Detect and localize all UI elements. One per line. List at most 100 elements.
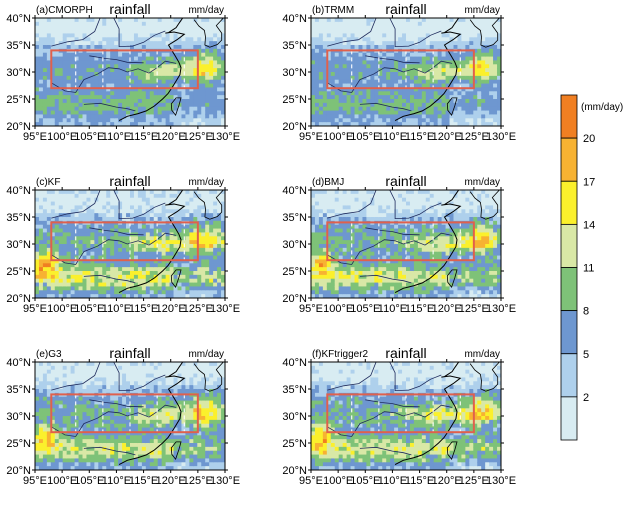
province-border: [89, 399, 144, 408]
y-tick-label: 30°N: [6, 239, 31, 251]
x-tick-label: 130°E: [210, 131, 240, 143]
yellow-river: [51, 362, 166, 392]
panel-units: mm/day: [464, 5, 500, 16]
x-tick-label: 125°E: [459, 475, 489, 487]
x-tick-label: 110°E: [378, 131, 407, 143]
y-tick-label: 20°N: [282, 293, 307, 305]
colorbar-tick-label: 5: [583, 349, 589, 361]
y-tick-label: 30°N: [282, 239, 307, 251]
y-tick-label: 25°N: [282, 266, 307, 278]
y-tick-label: 25°N: [282, 438, 307, 450]
colorbar-swatch: [560, 223, 578, 268]
y-tick-label: 40°N: [282, 13, 307, 25]
panel-units: mm/day: [188, 177, 224, 188]
x-tick-label: 125°E: [459, 131, 489, 143]
coastline: [394, 190, 462, 294]
x-tick-label: 115°E: [405, 303, 434, 315]
y-tick-label: 20°N: [6, 465, 31, 477]
colorbar-tick-label: 20: [583, 133, 595, 145]
x-tick-label: 95°E: [299, 475, 323, 487]
y-tick-label: 35°N: [6, 212, 31, 224]
x-tick-label: 110°E: [102, 475, 131, 487]
pearl-river: [359, 446, 412, 456]
coastline: [118, 190, 186, 294]
colorbar-swatch: [560, 310, 578, 355]
region-box: [326, 221, 475, 262]
x-tick-label: 95°E: [299, 131, 323, 143]
y-tick-label: 25°N: [6, 94, 31, 106]
region-box: [326, 393, 475, 434]
x-tick-label: 125°E: [183, 131, 213, 143]
x-tick-label: 105°E: [74, 131, 104, 143]
pearl-river: [83, 274, 136, 284]
yellow-river: [327, 18, 442, 48]
province-border: [89, 227, 144, 236]
panel-title: rainfall: [385, 1, 426, 17]
y-tick-label: 25°N: [6, 438, 31, 450]
y-tick-label: 35°N: [6, 384, 31, 396]
x-tick-label: 130°E: [486, 131, 516, 143]
x-tick-label: 95°E: [23, 131, 47, 143]
pearl-river: [359, 102, 412, 112]
panel-label: (e)G3: [36, 349, 62, 360]
panel-label: (c)KF: [36, 177, 60, 188]
x-tick-label: 120°E: [156, 303, 186, 315]
y-tick-label: 40°N: [282, 185, 307, 197]
colorbar-tick-label: 14: [583, 219, 595, 231]
x-tick-label: 120°E: [432, 303, 462, 315]
y-tick-label: 35°N: [6, 40, 31, 52]
x-tick-label: 125°E: [183, 475, 213, 487]
panel-units: mm/day: [188, 349, 224, 360]
x-tick-label: 100°E: [47, 475, 77, 487]
korea-coastline: [469, 18, 500, 48]
y-tick-label: 30°N: [6, 67, 31, 79]
coastline: [118, 18, 186, 122]
region-box: [326, 49, 475, 90]
x-tick-label: 95°E: [23, 303, 47, 315]
x-tick-label: 105°E: [350, 131, 380, 143]
panel-title: rainfall: [385, 173, 426, 189]
taiwan-outline: [446, 441, 458, 461]
y-tick-label: 20°N: [6, 293, 31, 305]
korea-coastline: [469, 362, 500, 392]
taiwan-outline: [170, 441, 182, 461]
rainfall-shading: [35, 190, 225, 298]
pearl-river: [83, 446, 136, 456]
x-tick-label: 110°E: [378, 475, 407, 487]
coastline: [394, 362, 462, 466]
colorbar-tick-label: 2: [583, 392, 589, 404]
colorbar-tick-label: 8: [583, 306, 589, 318]
x-tick-label: 105°E: [350, 475, 380, 487]
y-tick-label: 40°N: [6, 357, 31, 369]
province-border: [89, 55, 144, 64]
province-border: [365, 55, 420, 64]
x-tick-label: 100°E: [47, 131, 77, 143]
panel-title: rainfall: [109, 345, 150, 361]
colorbar-tick-label: 11: [583, 263, 594, 275]
x-tick-label: 95°E: [299, 303, 323, 315]
x-tick-label: 105°E: [74, 303, 104, 315]
x-tick-label: 120°E: [432, 131, 462, 143]
y-tick-label: 25°N: [6, 266, 31, 278]
rainfall-shading: [35, 18, 225, 126]
pearl-river: [359, 274, 412, 284]
colorbar-tick-label: 17: [583, 176, 595, 188]
y-tick-label: 30°N: [6, 411, 31, 423]
region-box: [50, 221, 199, 262]
korea-coastline: [193, 190, 224, 220]
x-tick-label: 130°E: [486, 303, 516, 315]
colorbar: 2 5 8 11 14 17 20 (mm/day): [560, 94, 623, 441]
coastline: [394, 18, 462, 122]
korea-coastline: [193, 18, 224, 48]
coastline: [118, 362, 186, 466]
x-tick-label: 130°E: [486, 475, 516, 487]
y-tick-label: 20°N: [6, 121, 31, 133]
x-tick-label: 105°E: [350, 303, 380, 315]
x-tick-label: 130°E: [210, 475, 240, 487]
x-tick-label: 115°E: [129, 131, 158, 143]
colorbar-swatch: [560, 137, 578, 182]
